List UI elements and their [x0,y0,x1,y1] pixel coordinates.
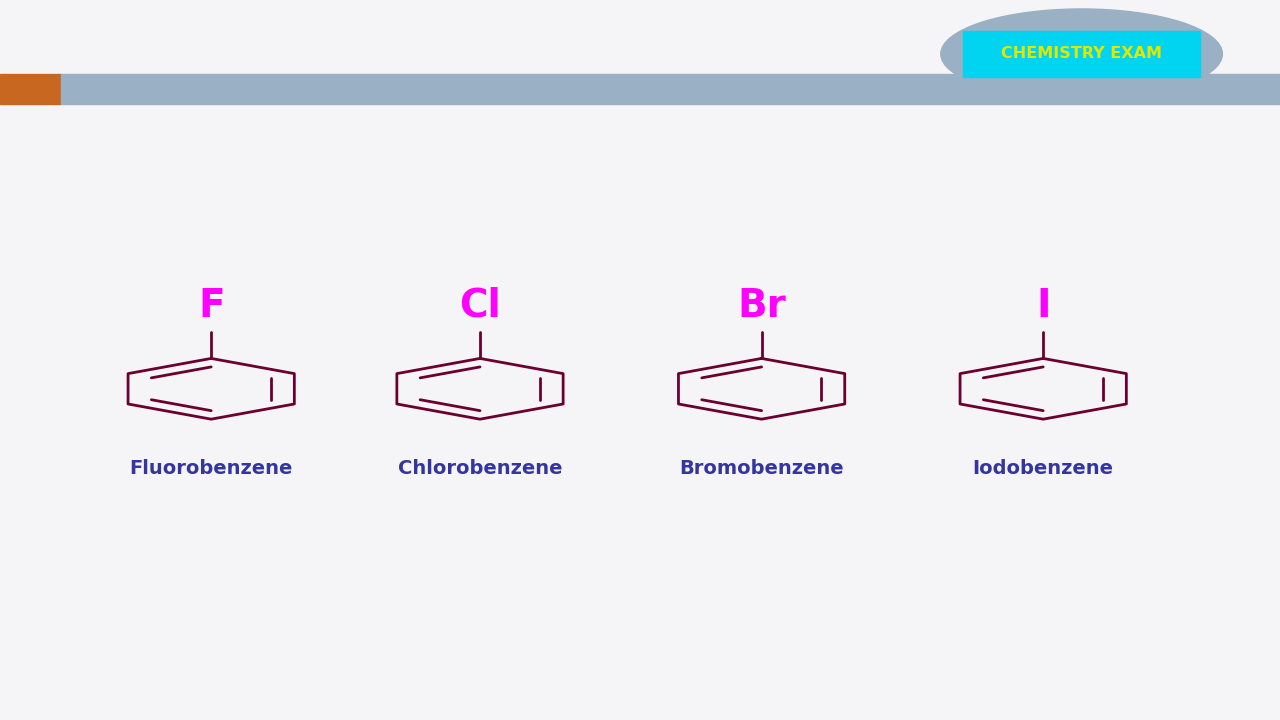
Text: Iodobenzene: Iodobenzene [973,459,1114,478]
Text: Chlorobenzene: Chlorobenzene [398,459,562,478]
Text: Bromobenzene: Bromobenzene [680,459,844,478]
Bar [61,74,1280,104]
Text: F: F [198,287,224,325]
Text: Cl: Cl [460,287,500,325]
Ellipse shape [941,9,1222,99]
FancyBboxPatch shape [963,30,1201,77]
Text: Fluorobenzene: Fluorobenzene [129,459,293,478]
Text: Br: Br [737,287,786,325]
Text: I: I [1036,287,1051,325]
Bar [0,74,61,104]
Text: CHEMISTRY EXAM: CHEMISTRY EXAM [1001,47,1162,61]
